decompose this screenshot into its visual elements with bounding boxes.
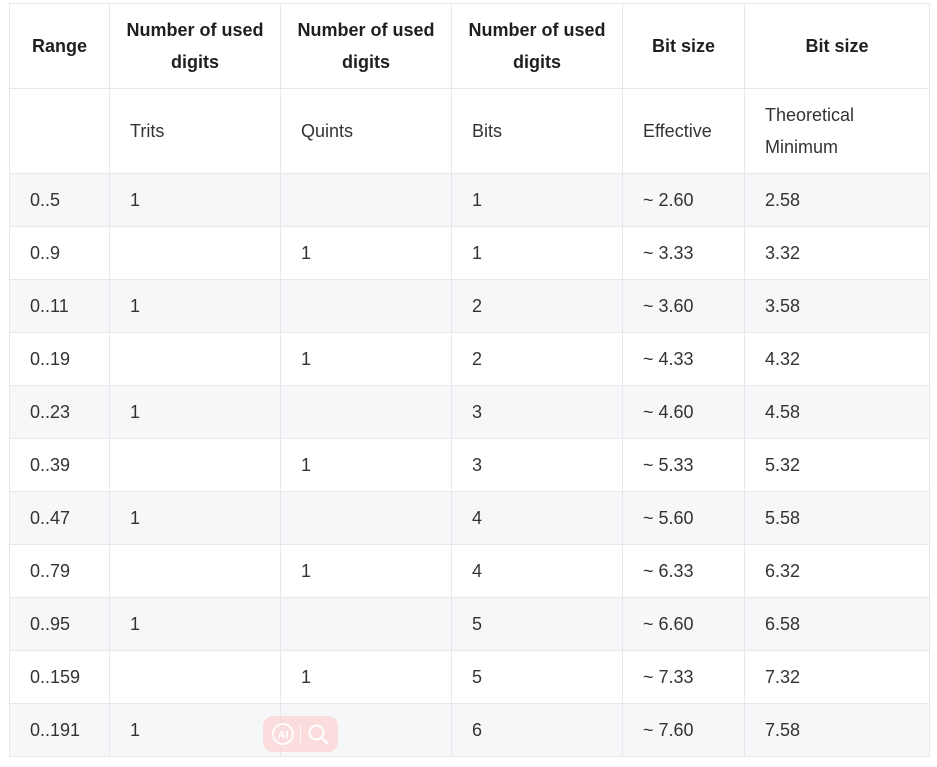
- subheader-quints: Quints: [280, 88, 452, 174]
- table-row: 0..23 1 3 ~ 4.60 4.58: [9, 385, 930, 439]
- subheader-row: Trits Quints Bits Effective Theoretical …: [9, 88, 930, 174]
- cell-trits: 1: [109, 491, 281, 545]
- header-trits-digits: Number of used digits: [109, 3, 281, 89]
- cell-quints: [280, 279, 452, 333]
- subheader-theoretical-minimum: Theoretical Minimum: [744, 88, 930, 174]
- cell-minimum: 4.58: [744, 385, 930, 439]
- cell-quints: [280, 491, 452, 545]
- cell-quints: 1: [280, 438, 452, 492]
- cell-trits: [109, 544, 281, 598]
- cell-range: 0..95: [9, 597, 110, 651]
- table-row: 0..159 1 5 ~ 7.33 7.32: [9, 650, 930, 704]
- cell-bits: 1: [451, 226, 623, 280]
- cell-minimum: 7.58: [744, 703, 930, 757]
- table-body: 0..5 1 1 ~ 2.60 2.58 0..9 1 1 ~ 3.33 3.3…: [9, 173, 930, 757]
- search-icon[interactable]: [305, 721, 331, 747]
- table-row: 0..19 1 2 ~ 4.33 4.32: [9, 332, 930, 386]
- cell-minimum: 6.32: [744, 544, 930, 598]
- cell-minimum: 5.32: [744, 438, 930, 492]
- cell-bits: 2: [451, 332, 623, 386]
- cell-trits: [109, 226, 281, 280]
- ai-search-watermark[interactable]: AI: [263, 716, 338, 752]
- cell-bits: 3: [451, 438, 623, 492]
- cell-range: 0..191: [9, 703, 110, 757]
- table-row: 0..5 1 1 ~ 2.60 2.58: [9, 173, 930, 227]
- ai-icon[interactable]: AI: [270, 721, 296, 747]
- table-row: 0..11 1 2 ~ 3.60 3.58: [9, 279, 930, 333]
- table-row: 0..47 1 4 ~ 5.60 5.58: [9, 491, 930, 545]
- header-effective-bit-size: Bit size: [622, 3, 745, 89]
- cell-quints: 1: [280, 650, 452, 704]
- cell-bits: 5: [451, 650, 623, 704]
- cell-quints: 1: [280, 544, 452, 598]
- cell-effective: ~ 5.33: [622, 438, 745, 492]
- table-row: 0..95 1 5 ~ 6.60 6.58: [9, 597, 930, 651]
- cell-effective: ~ 6.60: [622, 597, 745, 651]
- cell-effective: ~ 4.33: [622, 332, 745, 386]
- cell-minimum: 6.58: [744, 597, 930, 651]
- cell-trits: [109, 650, 281, 704]
- cell-trits: 1: [109, 597, 281, 651]
- header-row: Range Number of used digits Number of us…: [9, 3, 930, 89]
- subheader-bits: Bits: [451, 88, 623, 174]
- cell-range: 0..23: [9, 385, 110, 439]
- cell-range: 0..19: [9, 332, 110, 386]
- svg-text:AI: AI: [278, 730, 289, 742]
- cell-bits: 4: [451, 491, 623, 545]
- cell-range: 0..9: [9, 226, 110, 280]
- header-range: Range: [9, 3, 110, 89]
- cell-bits: 6: [451, 703, 623, 757]
- table-row: 0..79 1 4 ~ 6.33 6.32: [9, 544, 930, 598]
- cell-bits: 2: [451, 279, 623, 333]
- cell-minimum: 2.58: [744, 173, 930, 227]
- cell-effective: ~ 7.60: [622, 703, 745, 757]
- header-bits-digits: Number of used digits: [451, 3, 623, 89]
- cell-bits: 5: [451, 597, 623, 651]
- bit-size-table: Range Number of used digits Number of us…: [9, 3, 930, 757]
- cell-range: 0..5: [9, 173, 110, 227]
- cell-trits: 1: [109, 173, 281, 227]
- cell-range: 0..47: [9, 491, 110, 545]
- cell-range: 0..79: [9, 544, 110, 598]
- cell-minimum: 4.32: [744, 332, 930, 386]
- cell-trits: [109, 332, 281, 386]
- table-row: 0..9 1 1 ~ 3.33 3.32: [9, 226, 930, 280]
- cell-minimum: 5.58: [744, 491, 930, 545]
- cell-effective: ~ 3.33: [622, 226, 745, 280]
- cell-quints: 1: [280, 332, 452, 386]
- divider: [300, 725, 301, 743]
- table-container: Range Number of used digits Number of us…: [9, 3, 930, 757]
- cell-minimum: 3.32: [744, 226, 930, 280]
- cell-minimum: 7.32: [744, 650, 930, 704]
- cell-effective: ~ 6.33: [622, 544, 745, 598]
- cell-quints: [280, 597, 452, 651]
- subheader-trits: Trits: [109, 88, 281, 174]
- cell-bits: 1: [451, 173, 623, 227]
- cell-range: 0..39: [9, 438, 110, 492]
- cell-quints: [280, 385, 452, 439]
- subheader-range: [9, 88, 110, 174]
- cell-trits: 1: [109, 703, 281, 757]
- cell-minimum: 3.58: [744, 279, 930, 333]
- cell-range: 0..11: [9, 279, 110, 333]
- cell-effective: ~ 4.60: [622, 385, 745, 439]
- header-quints-digits: Number of used digits: [280, 3, 452, 89]
- cell-trits: 1: [109, 279, 281, 333]
- cell-bits: 4: [451, 544, 623, 598]
- cell-bits: 3: [451, 385, 623, 439]
- cell-effective: ~ 5.60: [622, 491, 745, 545]
- cell-effective: ~ 7.33: [622, 650, 745, 704]
- subheader-effective: Effective: [622, 88, 745, 174]
- cell-effective: ~ 3.60: [622, 279, 745, 333]
- cell-quints: 1: [280, 226, 452, 280]
- header-minimum-bit-size: Bit size: [744, 3, 930, 89]
- table-row: 0..39 1 3 ~ 5.33 5.32: [9, 438, 930, 492]
- table-row: 0..191 1 6 ~ 7.60 7.58: [9, 703, 930, 757]
- table-header: Range Number of used digits Number of us…: [9, 3, 930, 174]
- cell-quints: [280, 173, 452, 227]
- cell-effective: ~ 2.60: [622, 173, 745, 227]
- cell-range: 0..159: [9, 650, 110, 704]
- cell-trits: 1: [109, 385, 281, 439]
- cell-trits: [109, 438, 281, 492]
